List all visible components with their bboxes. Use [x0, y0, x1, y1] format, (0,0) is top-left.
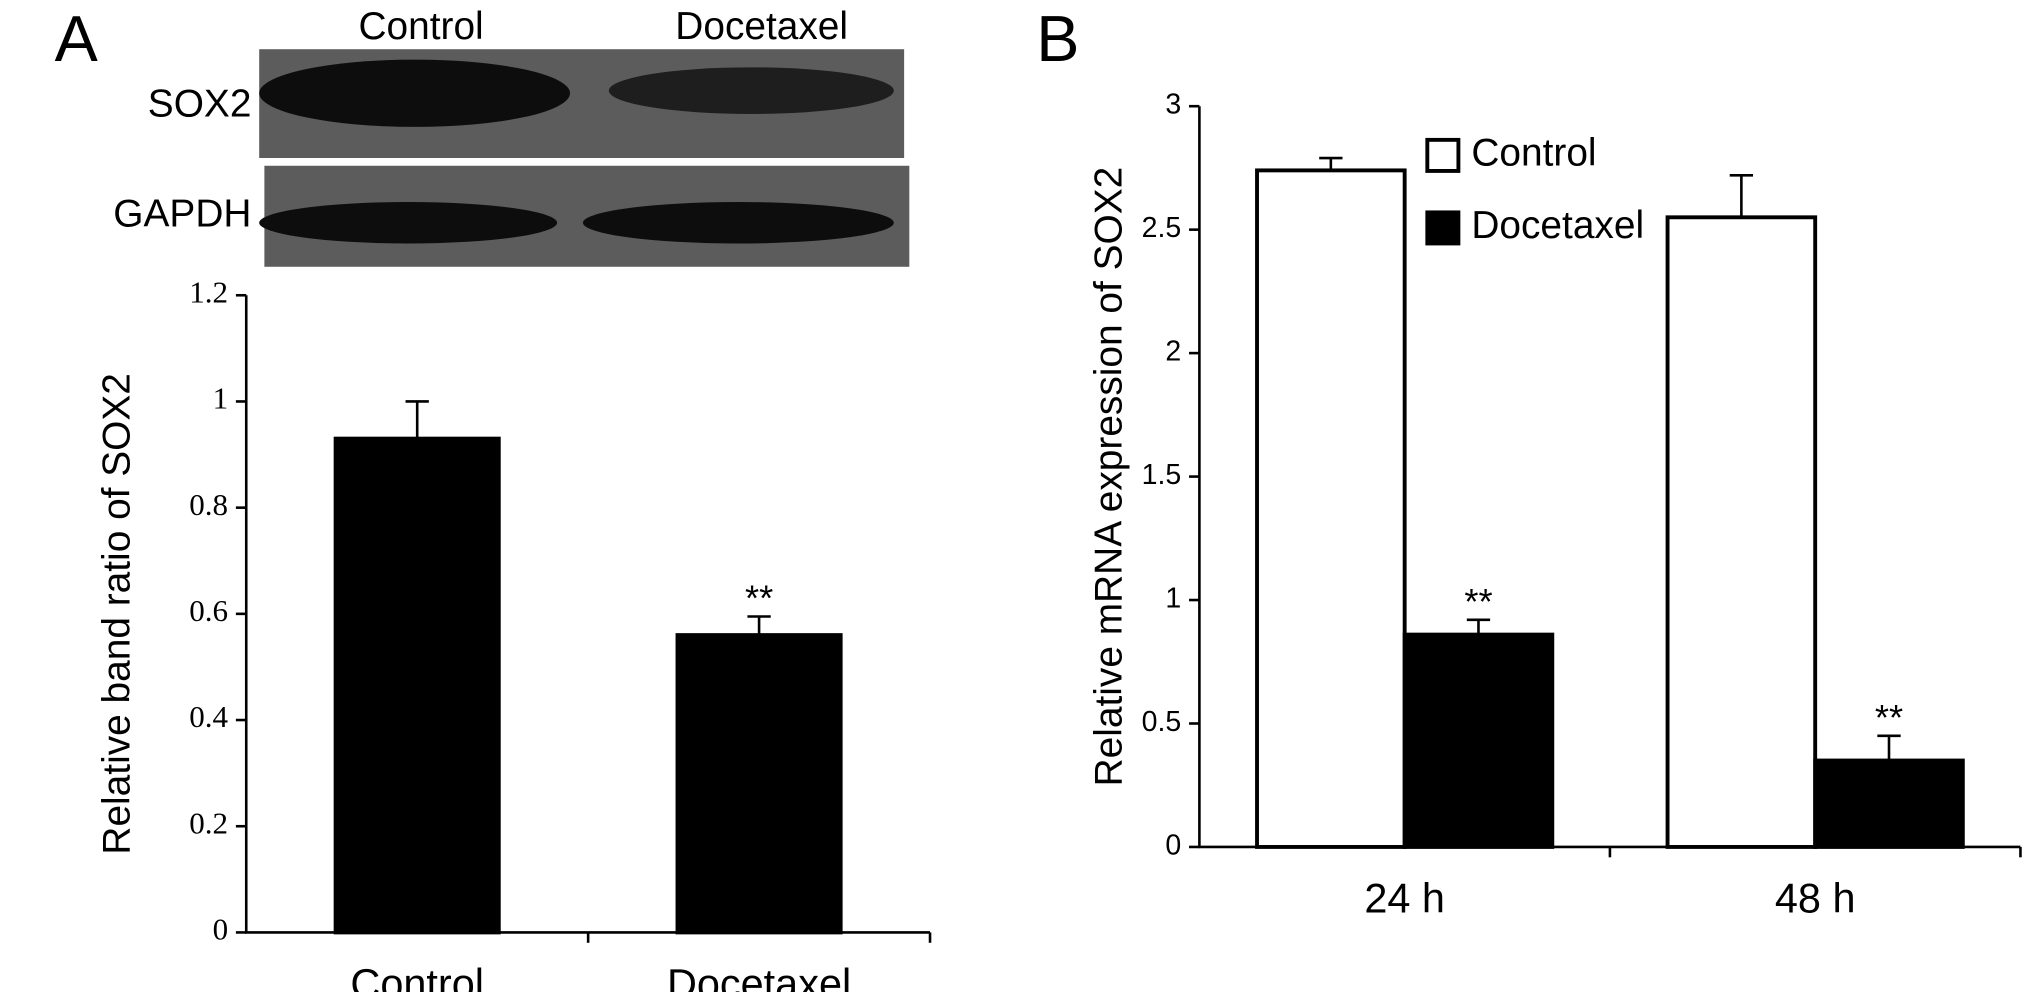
y-tick-label: 0.2: [189, 805, 228, 840]
western-blot: Control Docetaxel SOX2 GAPDH: [113, 5, 910, 267]
legend-label: Docetaxel: [1471, 204, 1644, 247]
y-axis-label: Relative band ratio of SOX2: [96, 373, 139, 855]
y-tick-label: 0.6: [189, 593, 228, 628]
significance: **: [745, 578, 773, 619]
significance: **: [1875, 697, 1903, 738]
band: [259, 202, 558, 244]
y-tick-label: 0.4: [189, 699, 228, 734]
y-tick-label: 0.8: [189, 487, 228, 522]
blot-column: Control: [358, 5, 483, 48]
y-tick-label: 1.5: [1142, 459, 1182, 491]
bar: [1665, 215, 1818, 849]
panel-label: A: [55, 2, 99, 75]
y-tick-label: 1: [213, 381, 229, 416]
legend-label: Control: [1471, 132, 1596, 175]
band: [608, 67, 894, 114]
y-tick-label: 0.5: [1142, 706, 1182, 738]
y-tick-label: 2: [1165, 336, 1181, 368]
bar: [1402, 632, 1555, 849]
x-tick-label: Control: [350, 960, 484, 992]
legend-swatch: [1425, 137, 1461, 173]
bar: [333, 436, 501, 935]
panel-label: B: [1036, 2, 1079, 75]
y-tick-label: 0: [213, 912, 229, 947]
y-tick-label: 0: [1165, 829, 1181, 861]
y-axis-label: Relative mRNA expression of SOX2: [1088, 167, 1131, 787]
blot-row: GAPDH: [113, 193, 251, 236]
band: [582, 202, 894, 244]
legend-swatch: [1425, 210, 1461, 246]
x-tick-label: 24 h: [1364, 874, 1445, 921]
y-tick-label: 3: [1165, 89, 1181, 121]
bar: [1255, 168, 1407, 849]
blot-column: Docetaxel: [675, 5, 848, 48]
blot-row: SOX2: [148, 82, 252, 125]
bar: [675, 633, 843, 935]
y-tick-label: 1.2: [189, 274, 228, 309]
bar: [1813, 758, 1965, 849]
significance: **: [1464, 581, 1492, 622]
x-tick-label: 48 h: [1775, 874, 1856, 921]
x-tick-label: Docetaxel: [667, 960, 851, 992]
y-tick-label: 1: [1165, 583, 1181, 615]
y-tick-label: 2.5: [1142, 212, 1182, 244]
band: [259, 59, 571, 127]
